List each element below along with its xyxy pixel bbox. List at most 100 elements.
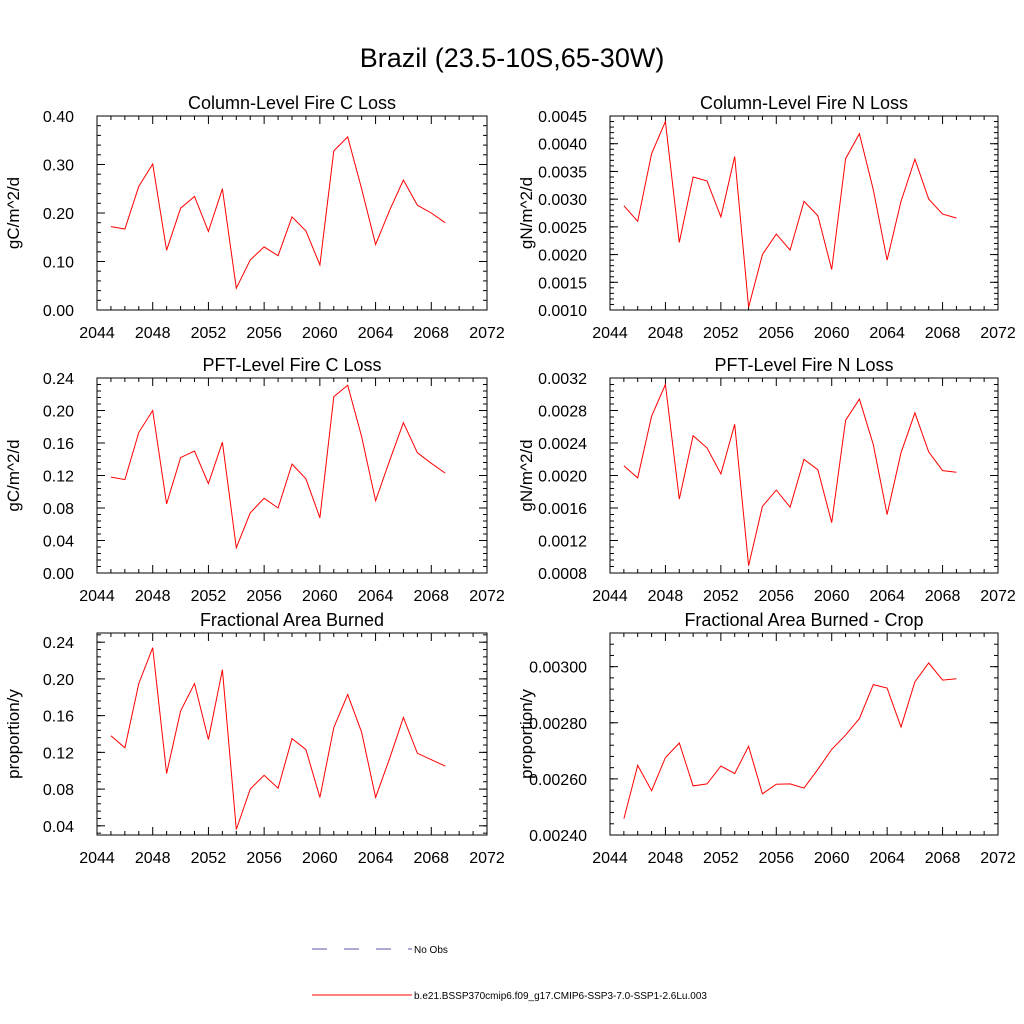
y-tick-label: 0.20 bbox=[43, 672, 74, 689]
x-tick-label: 2044 bbox=[592, 588, 628, 605]
y-axis-label: gC/m^2/d bbox=[4, 177, 23, 249]
y-tick-label: 0.0025 bbox=[538, 220, 587, 237]
x-tick-label: 2052 bbox=[703, 588, 739, 605]
series-line-1 bbox=[110, 384, 446, 550]
x-tick-label: 2072 bbox=[980, 588, 1016, 605]
y-tick-label: 0.30 bbox=[43, 158, 74, 175]
x-tick-label: 2068 bbox=[925, 850, 961, 867]
series-line-1 bbox=[110, 135, 446, 290]
y-tick-label: 0.40 bbox=[43, 109, 74, 126]
x-tick-label: 2068 bbox=[413, 588, 449, 605]
x-tick-label: 2052 bbox=[703, 850, 739, 867]
x-tick-label: 2060 bbox=[814, 588, 850, 605]
chart-panel-6: 2044 2048 2052 2056 2060 2064 2068 2072 0.00240 0… bbox=[517, 610, 1016, 867]
x-tick-label: 2052 bbox=[191, 588, 227, 605]
x-tick-label: 2064 bbox=[358, 325, 394, 342]
x-tick-label: 2072 bbox=[469, 325, 505, 342]
y-tick-label: 0.0008 bbox=[538, 566, 587, 583]
y-tick-label: 0.04 bbox=[43, 819, 74, 836]
x-tick-label: 2048 bbox=[648, 588, 684, 605]
y-tick-label: 0.24 bbox=[43, 371, 74, 388]
x-tick-label: 2060 bbox=[302, 588, 338, 605]
panel-title: Column-Level Fire C Loss bbox=[188, 93, 396, 113]
figure-title: Brazil (23.5-10S,65-30W) bbox=[360, 43, 665, 73]
x-tick-label: 2068 bbox=[413, 325, 449, 342]
x-tick-label: 2072 bbox=[980, 850, 1016, 867]
y-tick-label: 0.0010 bbox=[538, 303, 587, 320]
plot-frame bbox=[609, 632, 999, 836]
x-tick-label: 2048 bbox=[135, 588, 171, 605]
y-tick-label: 0.00260 bbox=[529, 772, 587, 789]
y-tick-label: 0.00240 bbox=[529, 828, 587, 845]
chart-panel-3: 2044 2048 2052 2056 2060 2064 2068 2072 0.00 0.04… bbox=[4, 355, 505, 605]
x-tick-label: 2056 bbox=[246, 325, 282, 342]
plot-frame bbox=[96, 115, 488, 311]
legend-label-model-run: b.e21.BSSP370cmip6.f09_g17.CMIP6-SSP3-7.… bbox=[414, 991, 707, 1002]
x-tick-label: 2068 bbox=[925, 588, 961, 605]
x-tick-label: 2044 bbox=[79, 850, 115, 867]
y-tick-label: 0.0035 bbox=[538, 164, 587, 181]
series-line-1 bbox=[623, 382, 957, 566]
x-tick-label: 2064 bbox=[869, 588, 905, 605]
y-tick-label: 0.0032 bbox=[538, 371, 587, 388]
x-tick-label: 2044 bbox=[79, 325, 115, 342]
x-tick-label: 2052 bbox=[191, 325, 227, 342]
y-tick-label: 0.20 bbox=[43, 404, 74, 421]
x-tick-label: 2048 bbox=[648, 325, 684, 342]
plot-frame bbox=[96, 377, 488, 574]
x-tick-label: 2044 bbox=[592, 325, 628, 342]
y-tick-label: 0.0040 bbox=[538, 137, 587, 154]
y-tick-label: 0.00300 bbox=[529, 660, 587, 677]
y-axis-label: gN/m^2/d bbox=[517, 439, 536, 511]
y-tick-label: 0.16 bbox=[43, 709, 74, 726]
x-tick-label: 2064 bbox=[869, 325, 905, 342]
y-tick-label: 0.08 bbox=[43, 782, 74, 799]
x-tick-label: 2056 bbox=[758, 850, 794, 867]
y-tick-label: 0.0020 bbox=[538, 248, 587, 265]
y-axis-label: gC/m^2/d bbox=[4, 439, 23, 511]
chart-panel-4: 2044 2048 2052 2056 2060 2064 2068 2072 0.0008 0.… bbox=[517, 355, 1016, 605]
x-tick-label: 2068 bbox=[413, 850, 449, 867]
y-tick-label: 0.16 bbox=[43, 436, 74, 453]
x-tick-label: 2052 bbox=[703, 325, 739, 342]
x-tick-label: 2060 bbox=[302, 850, 338, 867]
legend: No Obs b.e21.BSSP370cmip6.f09_g17.CMIP6-… bbox=[312, 945, 707, 1002]
x-tick-label: 2072 bbox=[980, 325, 1016, 342]
series-line-1 bbox=[623, 119, 957, 308]
y-tick-label: 0.20 bbox=[43, 206, 74, 223]
y-tick-label: 0.0012 bbox=[538, 534, 587, 551]
x-tick-label: 2072 bbox=[469, 588, 505, 605]
y-tick-label: 0.00 bbox=[43, 566, 74, 583]
x-tick-label: 2068 bbox=[925, 325, 961, 342]
legend-label-no-obs: No Obs bbox=[414, 945, 448, 956]
x-tick-label: 2056 bbox=[758, 588, 794, 605]
x-tick-label: 2048 bbox=[648, 850, 684, 867]
panel-title: Fractional Area Burned - Crop bbox=[684, 610, 923, 630]
y-tick-label: 0.0045 bbox=[538, 109, 587, 126]
x-tick-label: 2060 bbox=[814, 325, 850, 342]
y-tick-label: 0.12 bbox=[43, 469, 74, 486]
x-tick-label: 2056 bbox=[246, 588, 282, 605]
chart-panel-5: 2044 2048 2052 2056 2060 2064 2068 2072 0.04 0.08… bbox=[4, 610, 505, 867]
y-tick-label: 0.0028 bbox=[538, 404, 587, 421]
series-line-1 bbox=[623, 662, 957, 819]
chart-panel-2: 2044 2048 2052 2056 2060 2064 2068 2072 0.0010 0.… bbox=[517, 93, 1016, 342]
x-tick-label: 2056 bbox=[758, 325, 794, 342]
panel-title: Fractional Area Burned bbox=[200, 610, 384, 630]
y-tick-label: 0.00280 bbox=[529, 716, 587, 733]
y-tick-label: 0.00 bbox=[43, 303, 74, 320]
panel-title: PFT-Level Fire C Loss bbox=[202, 355, 381, 375]
y-tick-label: 0.08 bbox=[43, 501, 74, 518]
plot-frame bbox=[96, 632, 488, 836]
x-tick-label: 2064 bbox=[358, 850, 394, 867]
y-tick-label: 0.0030 bbox=[538, 192, 587, 209]
y-tick-label: 0.24 bbox=[43, 635, 74, 652]
panel-title: PFT-Level Fire N Loss bbox=[714, 355, 893, 375]
x-tick-label: 2052 bbox=[191, 850, 227, 867]
y-tick-label: 0.10 bbox=[43, 255, 74, 272]
x-tick-label: 2060 bbox=[814, 850, 850, 867]
x-tick-label: 2064 bbox=[869, 850, 905, 867]
y-axis-label: proportion/y bbox=[517, 689, 536, 779]
x-tick-label: 2048 bbox=[135, 850, 171, 867]
